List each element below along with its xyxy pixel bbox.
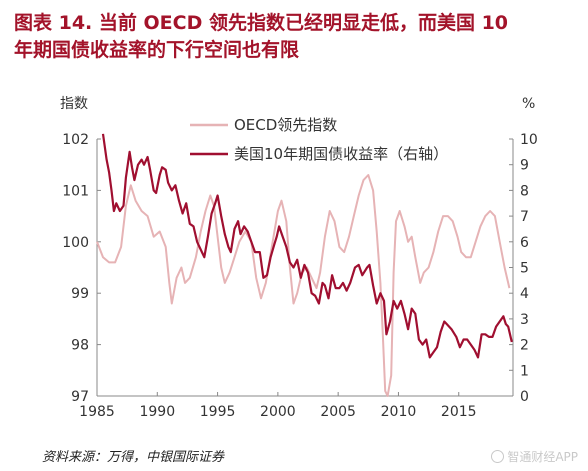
right-axis-tick-label: 0 (520, 389, 529, 405)
chart-title-line-2: 年期国债收益率的下行空间也有限 (14, 39, 300, 61)
left-axis-tick-label: 99 (71, 286, 89, 302)
right-axis-tick-label: 2 (520, 338, 529, 354)
right-axis-tick-label: 9 (520, 158, 529, 174)
watermark-logo-icon (491, 450, 505, 463)
left-axis-tick-label: 97 (71, 389, 89, 405)
left-axis-tick-label: 101 (62, 183, 89, 199)
chart-title: 图表 14. 当前 OECD 领先指数已经明显走低，而美国 10 年期国债收益率… (14, 10, 580, 64)
right-axis-tick-label: 1 (520, 363, 529, 379)
x-axis-tick-label: 1990 (139, 404, 175, 420)
right-axis-tick-label: 4 (520, 286, 529, 302)
series-line-us-10y-treasury-yield (101, 133, 513, 359)
x-axis-tick-label: 2000 (260, 404, 296, 420)
legend-label-2: 美国10年期国债收益率（右轴） (234, 145, 448, 163)
watermark-text: 智通财经APP (507, 450, 578, 464)
left-axis-tick-label: 102 (62, 132, 89, 148)
x-axis-tick-label: 1995 (200, 404, 236, 420)
left-axis-tick-label: 98 (71, 338, 89, 354)
x-axis-tick-label: 2005 (320, 404, 356, 420)
right-axis-unit-label: % (522, 96, 535, 112)
legend-label-1: OECD领先指数 (234, 116, 337, 134)
left-axis-unit-label: 指数 (60, 96, 88, 112)
right-axis-tick-label: 10 (520, 132, 538, 148)
right-axis-tick-label: 6 (520, 235, 529, 251)
x-axis-tick-label: 2015 (441, 404, 477, 420)
x-axis-tick-label: 2010 (381, 404, 417, 420)
chart-title-line-1: 图表 14. 当前 OECD 领先指数已经明显走低，而美国 10 (14, 12, 509, 34)
source-note: 资料来源：万得，中银国际证券 (42, 450, 225, 465)
right-axis-tick-label: 7 (520, 209, 529, 225)
watermark: 智通财经APP (491, 448, 578, 465)
left-axis-tick-label: 100 (62, 235, 89, 251)
right-axis-tick-label: 8 (520, 183, 529, 199)
right-axis-tick-label: 3 (520, 312, 529, 328)
x-axis-tick-label: 1985 (79, 404, 115, 420)
series-line-oecd-leading-index (96, 174, 511, 397)
right-axis-tick-label: 5 (520, 261, 529, 277)
